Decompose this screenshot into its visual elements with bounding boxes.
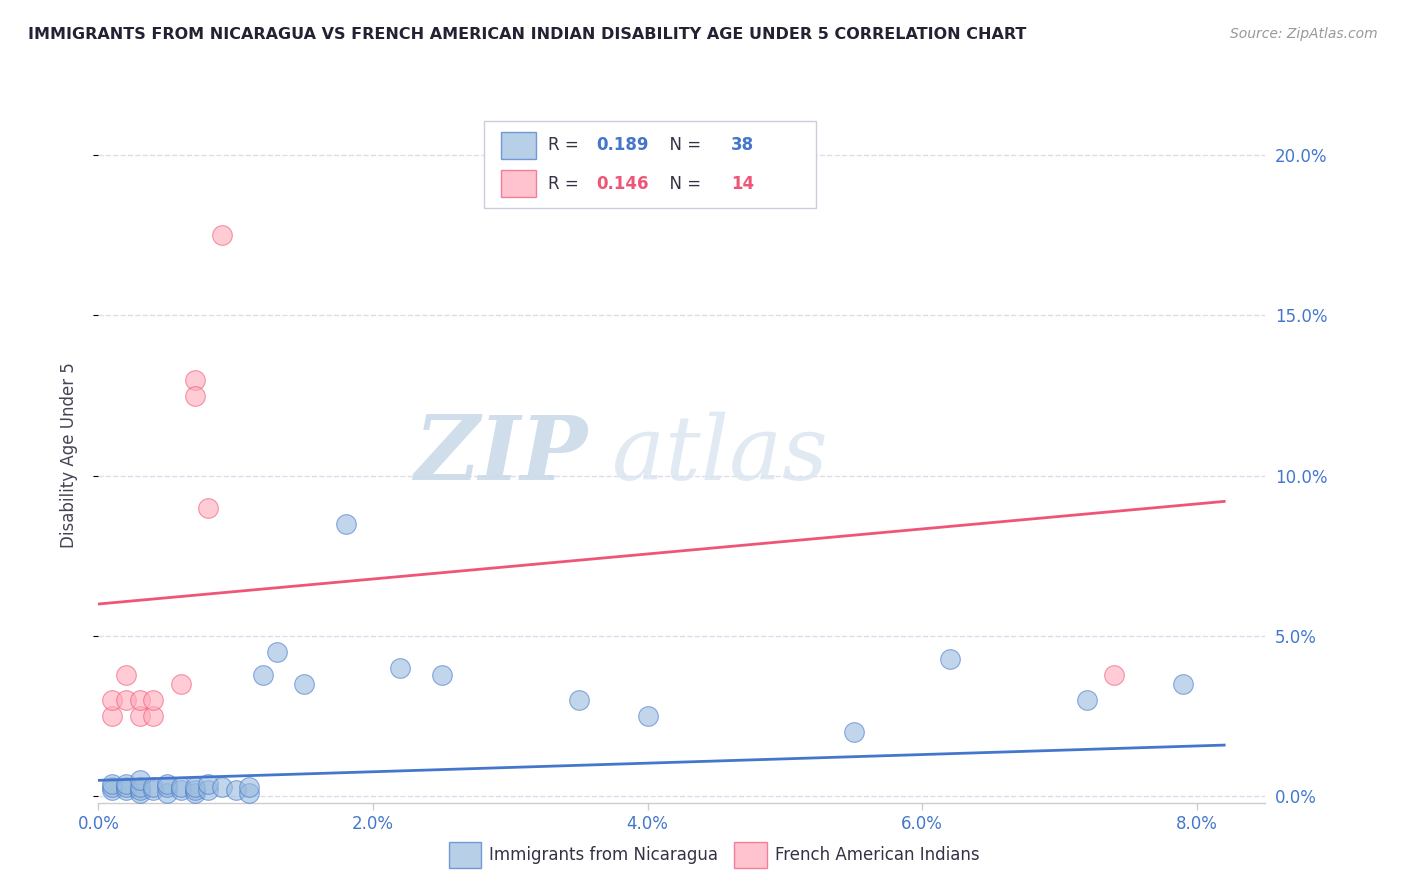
Y-axis label: Disability Age Under 5: Disability Age Under 5	[59, 362, 77, 548]
Point	[128, 693, 150, 707]
Point	[183, 786, 205, 800]
Point	[156, 786, 179, 800]
Point	[142, 709, 165, 723]
Text: R =: R =	[548, 175, 583, 193]
Point	[238, 780, 260, 794]
Text: IMMIGRANTS FROM NICARAGUA VS FRENCH AMERICAN INDIAN DISABILITY AGE UNDER 5 CORRE: IMMIGRANTS FROM NICARAGUA VS FRENCH AMER…	[28, 27, 1026, 42]
Point	[389, 661, 412, 675]
Point	[1076, 693, 1098, 707]
Text: 38: 38	[731, 136, 754, 154]
Point	[252, 667, 274, 681]
Point	[128, 786, 150, 800]
Point	[115, 776, 138, 790]
FancyBboxPatch shape	[501, 132, 536, 159]
Point	[842, 725, 865, 739]
Text: Immigrants from Nicaragua: Immigrants from Nicaragua	[489, 846, 718, 864]
Point	[225, 783, 247, 797]
Point	[335, 516, 357, 531]
Point	[183, 783, 205, 797]
Text: 14: 14	[731, 175, 754, 193]
Point	[142, 780, 165, 794]
Point	[183, 389, 205, 403]
Point	[101, 693, 124, 707]
Text: French American Indians: French American Indians	[775, 846, 980, 864]
Point	[101, 780, 124, 794]
Point	[156, 776, 179, 790]
Point	[128, 709, 150, 723]
Point	[197, 776, 219, 790]
Point	[115, 693, 138, 707]
Point	[292, 677, 315, 691]
Text: R =: R =	[548, 136, 583, 154]
Point	[142, 783, 165, 797]
Text: atlas: atlas	[612, 411, 828, 499]
Point	[637, 709, 659, 723]
Point	[115, 667, 138, 681]
Point	[1171, 677, 1194, 691]
Text: Source: ZipAtlas.com: Source: ZipAtlas.com	[1230, 27, 1378, 41]
Point	[101, 783, 124, 797]
Point	[430, 667, 453, 681]
Point	[128, 783, 150, 797]
Point	[115, 780, 138, 794]
Point	[101, 709, 124, 723]
Point	[170, 677, 193, 691]
Point	[101, 776, 124, 790]
Point	[115, 783, 138, 797]
Point	[170, 780, 193, 794]
Point	[128, 773, 150, 788]
Point	[142, 693, 165, 707]
FancyBboxPatch shape	[734, 842, 768, 868]
Point	[211, 228, 233, 243]
FancyBboxPatch shape	[484, 121, 815, 208]
Text: N =: N =	[658, 175, 706, 193]
Point	[197, 500, 219, 515]
Point	[238, 786, 260, 800]
Point	[568, 693, 591, 707]
Point	[211, 780, 233, 794]
Point	[266, 645, 288, 659]
Text: 0.146: 0.146	[596, 175, 650, 193]
Point	[938, 651, 960, 665]
Point	[1104, 667, 1126, 681]
Text: N =: N =	[658, 136, 706, 154]
Point	[183, 780, 205, 794]
FancyBboxPatch shape	[449, 842, 481, 868]
Point	[197, 783, 219, 797]
FancyBboxPatch shape	[501, 170, 536, 197]
Point	[183, 373, 205, 387]
Point	[170, 783, 193, 797]
Text: 0.189: 0.189	[596, 136, 650, 154]
Point	[128, 780, 150, 794]
Text: ZIP: ZIP	[415, 412, 589, 498]
Point	[156, 780, 179, 794]
